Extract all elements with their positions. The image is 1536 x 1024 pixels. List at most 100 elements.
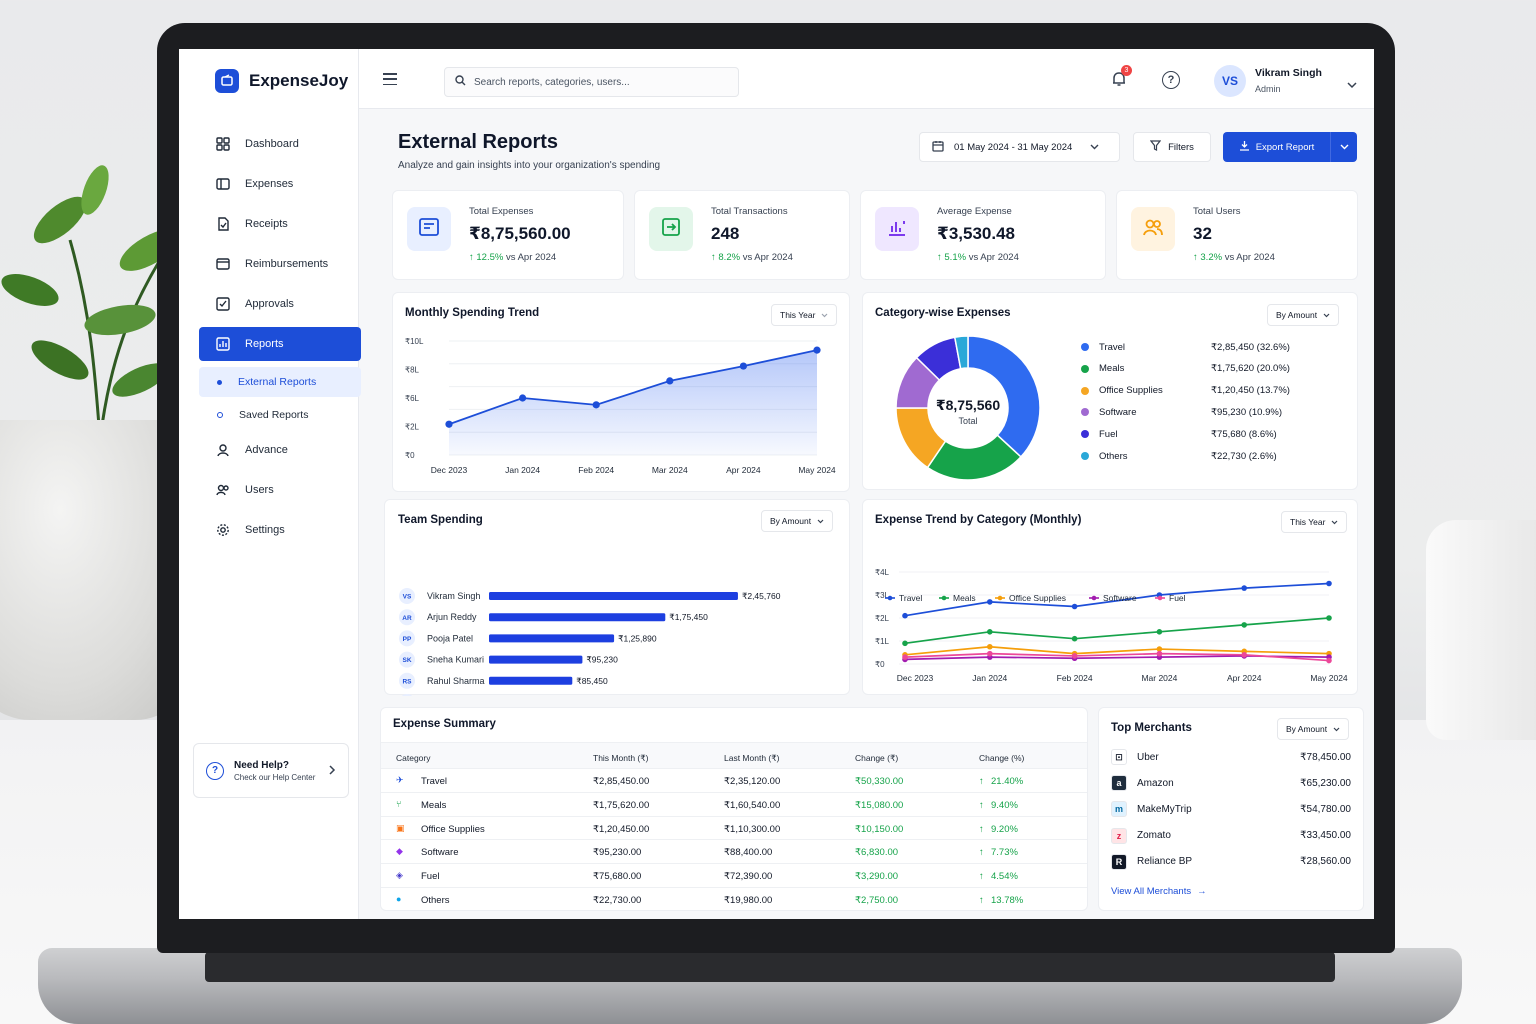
- card-title: Team Spending: [398, 514, 483, 526]
- table-row[interactable]: ◆ Software ₹95,230.00 ₹88,400.00 ₹6,830.00 ↑ 7…: [381, 839, 1087, 863]
- kpi-value: 32: [1193, 224, 1212, 243]
- avatar[interactable]: VS: [1214, 65, 1246, 97]
- legend-item[interactable]: Others ₹22,730 (2.6%): [1081, 445, 1346, 467]
- data-point[interactable]: [902, 654, 908, 660]
- legend-item[interactable]: Meals ₹1,75,620 (20.0%): [1081, 358, 1346, 380]
- merchant-row[interactable]: z Zomato ₹33,450.00: [1111, 823, 1351, 849]
- table-row[interactable]: ✈ Travel ₹2,85,450.00 ₹2,35,120.00 ₹50,330.0…: [381, 768, 1087, 792]
- spend-bar[interactable]: [489, 634, 615, 643]
- spend-bar[interactable]: [489, 613, 666, 622]
- export-report-button[interactable]: Export Report: [1223, 132, 1357, 162]
- merchant-row[interactable]: m MakeMyTrip ₹54,780.00: [1111, 796, 1351, 822]
- category-sort-dropdown[interactable]: By Amount: [1267, 304, 1340, 326]
- calendar-icon: [932, 140, 944, 155]
- card-title: Monthly Spending Trend: [405, 307, 540, 319]
- data-point[interactable]: [1156, 629, 1163, 635]
- table-row[interactable]: ▣ Office Supplies ₹1,20,450.00 ₹1,10,300.00…: [381, 815, 1087, 840]
- data-point[interactable]: [902, 640, 908, 647]
- data-point[interactable]: [987, 643, 993, 650]
- cell-last-month: ₹88,400.00: [724, 847, 773, 859]
- data-point[interactable]: [1071, 653, 1078, 659]
- cell-last-month: ₹72,390.00: [724, 871, 773, 883]
- help-center-card[interactable]: ? Need Help? Check our Help Center: [193, 743, 349, 798]
- merchant-row[interactable]: a Amazon ₹65,230.00: [1111, 770, 1351, 796]
- sidebar-item-label: Expenses: [245, 178, 294, 190]
- card-title: Category-wise Expenses: [875, 307, 1011, 319]
- chevron-down-icon[interactable]: [1347, 76, 1357, 94]
- search-input[interactable]: Search reports, categories, users...: [444, 67, 739, 97]
- donut-slice[interactable]: [967, 335, 1041, 458]
- data-point[interactable]: [519, 394, 527, 402]
- donut-slice[interactable]: [953, 335, 969, 370]
- cell-this-month: ₹1,75,620.00: [593, 799, 650, 811]
- cell-category: Meals: [421, 799, 447, 811]
- legend-item[interactable]: Office Supplies ₹1,20,450 (13.7%): [1081, 380, 1346, 402]
- legend-item[interactable]: Fuel ₹75,680 (8.6%): [1081, 423, 1346, 445]
- sidebar-item-settings[interactable]: Settings: [199, 513, 361, 547]
- sidebar-item-users[interactable]: Users: [199, 473, 361, 507]
- data-point[interactable]: [1241, 622, 1247, 628]
- help-question-icon[interactable]: ?: [1162, 71, 1180, 89]
- data-point[interactable]: [987, 599, 993, 605]
- help-title: Need Help?: [234, 759, 290, 771]
- data-point[interactable]: [1071, 603, 1078, 610]
- data-point[interactable]: [1156, 646, 1163, 652]
- dropdown-value: This Year: [780, 310, 816, 320]
- data-point[interactable]: [1241, 585, 1247, 591]
- cell-change-pct: 13.78%: [991, 895, 1024, 906]
- date-range-picker[interactable]: 01 May 2024 - 31 May 2024: [919, 132, 1120, 162]
- legend-item[interactable]: Travel ₹2,85,450 (32.6%): [1081, 336, 1346, 358]
- spend-bar[interactable]: [489, 676, 573, 685]
- chevron-down-icon[interactable]: [1331, 144, 1357, 150]
- zomato-logo-icon: z: [1111, 827, 1127, 844]
- table-row[interactable]: ● Others ₹22,730.00 ₹19,980.00 ₹2,750.00 ↑ 13.…: [381, 887, 1087, 911]
- sidebar-item-receipts[interactable]: Receipts: [199, 207, 361, 241]
- cell-last-month: ₹2,35,120.00: [724, 776, 781, 787]
- col-header-change-pct: Change (%): [979, 753, 1025, 763]
- sidebar-item-advance[interactable]: Advance: [199, 433, 361, 467]
- monthly-period-dropdown[interactable]: This Year: [771, 304, 838, 326]
- data-point[interactable]: [445, 420, 453, 428]
- sidebar-item-approvals[interactable]: Approvals: [199, 287, 361, 321]
- merchant-row[interactable]: R Reliance BP ₹28,560.00: [1111, 849, 1351, 875]
- up-arrow-icon: ↑: [1193, 252, 1201, 263]
- data-point[interactable]: [1326, 657, 1332, 664]
- expensejoy-logo-icon: [215, 69, 239, 93]
- sidebar-item-reimbursements[interactable]: Reimbursements: [199, 247, 361, 281]
- data-point[interactable]: [666, 377, 674, 385]
- trend-period-dropdown[interactable]: This Year: [1281, 511, 1348, 533]
- bell-icon[interactable]: [1110, 70, 1128, 88]
- brand[interactable]: ExpenseJoy: [215, 69, 348, 93]
- data-point[interactable]: [987, 629, 993, 635]
- spend-bar[interactable]: [489, 592, 738, 600]
- data-point[interactable]: [592, 401, 600, 409]
- data-point[interactable]: [739, 362, 747, 370]
- data-point[interactable]: [813, 346, 821, 354]
- table-header: [381, 742, 1087, 768]
- sidebar-subitem-external-reports[interactable]: External Reports: [199, 367, 361, 397]
- menu-icon[interactable]: [383, 73, 397, 89]
- team-sort-dropdown[interactable]: By Amount: [761, 510, 834, 532]
- legend-dot-icon: [1081, 408, 1089, 417]
- merchants-sort-dropdown[interactable]: By Amount: [1277, 718, 1350, 740]
- data-point[interactable]: [1326, 615, 1332, 621]
- kpi-card-total-expenses: Total Expenses ₹8,75,560.00 ↑ 12.5% vs A…: [392, 190, 624, 280]
- sidebar-item-reports[interactable]: Reports: [199, 327, 361, 361]
- table-row[interactable]: ⑂ Meals ₹1,75,620.00 ₹1,60,540.00 ₹15,080.00…: [381, 791, 1087, 816]
- data-point[interactable]: [1326, 580, 1332, 587]
- spend-bar[interactable]: [489, 655, 583, 664]
- view-all-merchants-link[interactable]: View All Merchants →: [1111, 886, 1207, 897]
- data-point[interactable]: [1156, 650, 1163, 657]
- filters-button[interactable]: Filters: [1133, 132, 1211, 162]
- data-point[interactable]: [1071, 635, 1078, 642]
- data-point[interactable]: [987, 650, 993, 657]
- data-point[interactable]: [902, 612, 908, 619]
- series-line: [904, 617, 1330, 645]
- merchant-row[interactable]: ⊡ Uber ₹78,450.00: [1111, 744, 1351, 770]
- table-row[interactable]: ◈ Fuel ₹75,680.00 ₹72,390.00 ₹3,290.00 ↑ 4.54%: [381, 863, 1087, 887]
- sidebar-subitem-saved-reports[interactable]: Saved Reports: [199, 400, 361, 430]
- sidebar-item-expenses[interactable]: Expenses: [199, 167, 361, 201]
- data-point[interactable]: [1241, 652, 1247, 658]
- legend-item[interactable]: Software ₹95,230 (10.9%): [1081, 401, 1346, 423]
- sidebar-item-dashboard[interactable]: Dashboard: [199, 127, 361, 161]
